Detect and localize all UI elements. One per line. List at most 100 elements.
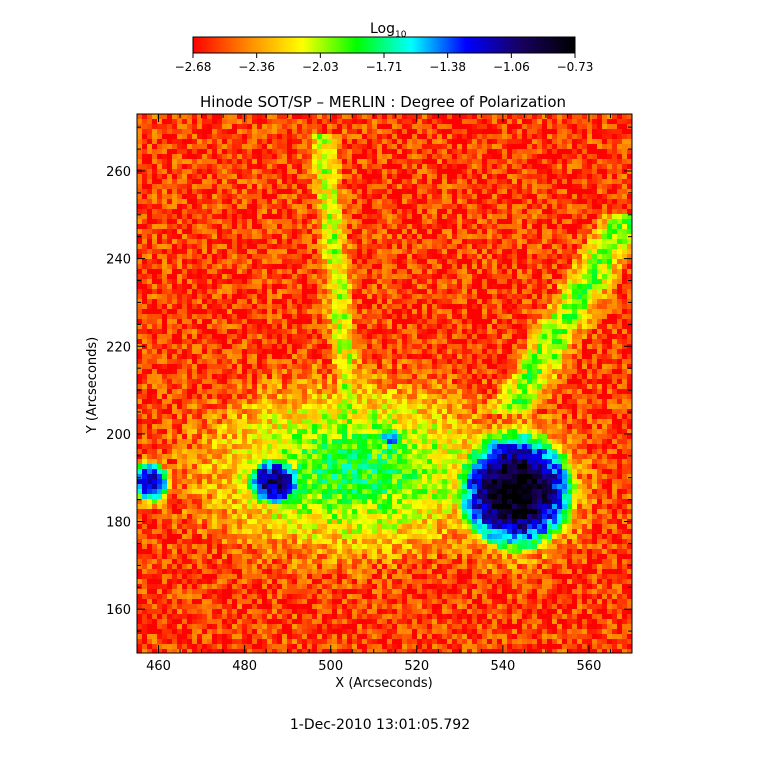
heatmap-cell [297, 209, 302, 214]
heatmap-cell [402, 139, 407, 144]
heatmap-cell [367, 354, 372, 359]
heatmap-cell [307, 199, 312, 204]
heatmap-cell [487, 264, 492, 269]
heatmap-cell [367, 284, 372, 289]
heatmap-cell [357, 349, 362, 354]
heatmap-cell [282, 159, 287, 164]
heatmap-cell [562, 229, 567, 234]
heatmap-cell [182, 184, 187, 189]
heatmap-cell [507, 114, 512, 119]
heatmap-cell [257, 204, 262, 209]
heatmap-cell [152, 119, 157, 124]
heatmap-cell [412, 139, 417, 144]
heatmap-cell [372, 124, 377, 129]
heatmap-cell [242, 254, 247, 259]
heatmap-cell [347, 179, 352, 184]
heatmap-cell [622, 334, 627, 339]
heatmap-cell [467, 214, 472, 219]
heatmap-cell [242, 359, 247, 364]
heatmap-cell [272, 359, 277, 364]
heatmap-cell [137, 219, 142, 224]
heatmap-cell [157, 189, 162, 194]
heatmap-cell [367, 149, 372, 154]
heatmap-cell [197, 279, 202, 284]
heatmap-cell [567, 239, 572, 244]
heatmap-cell [332, 329, 337, 334]
heatmap-cell [147, 184, 152, 189]
heatmap-cell [512, 189, 517, 194]
heatmap-cell [397, 194, 402, 199]
heatmap-cell [312, 184, 317, 189]
heatmap-cell [182, 239, 187, 244]
heatmap-cell [407, 284, 412, 289]
heatmap-cell [317, 289, 322, 294]
heatmap-cell [537, 354, 542, 359]
heatmap-cell [422, 124, 427, 129]
heatmap-cell [287, 259, 292, 264]
heatmap-cell [587, 289, 592, 294]
heatmap-cell [397, 279, 402, 284]
heatmap-cell [142, 299, 147, 304]
heatmap-cell [442, 189, 447, 194]
heatmap-cell [352, 124, 357, 129]
heatmap-cell [292, 269, 297, 274]
heatmap-cell [162, 334, 167, 339]
heatmap-cell [397, 274, 402, 279]
heatmap-cell [192, 219, 197, 224]
heatmap-cell [442, 179, 447, 184]
heatmap-cell [592, 119, 597, 124]
heatmap-cell [522, 254, 527, 259]
heatmap-cell [337, 214, 342, 219]
heatmap-cell [437, 299, 442, 304]
heatmap-cell [312, 314, 317, 319]
heatmap-cell [152, 124, 157, 129]
heatmap-cell [602, 304, 607, 309]
heatmap-cell [167, 304, 172, 309]
heatmap-cell [142, 174, 147, 179]
heatmap-cell [262, 149, 267, 154]
heatmap-cell [622, 339, 627, 344]
heatmap-cell [212, 304, 217, 309]
heatmap-cell [547, 309, 552, 314]
heatmap-cell [147, 274, 152, 279]
heatmap-cell [587, 279, 592, 284]
heatmap-cell [377, 114, 382, 119]
heatmap-cell [402, 314, 407, 319]
heatmap-cell [147, 204, 152, 209]
heatmap-cell [397, 349, 402, 354]
heatmap-cell [432, 234, 437, 239]
heatmap-cell [492, 234, 497, 239]
heatmap-cell [487, 329, 492, 334]
heatmap-cell [557, 179, 562, 184]
heatmap-cell [437, 244, 442, 249]
heatmap-cell [157, 214, 162, 219]
heatmap-cell [442, 324, 447, 329]
heatmap-cell [227, 119, 232, 124]
heatmap-cell [407, 234, 412, 239]
heatmap-cell [287, 174, 292, 179]
heatmap-cell [532, 234, 537, 239]
heatmap-cell [327, 194, 332, 199]
heatmap-cell [272, 199, 277, 204]
heatmap-cell [407, 249, 412, 254]
heatmap-cell [432, 169, 437, 174]
heatmap-cell [247, 114, 252, 119]
heatmap-cell [207, 274, 212, 279]
heatmap-cell [532, 189, 537, 194]
heatmap-cell [522, 194, 527, 199]
heatmap-cell [332, 219, 337, 224]
heatmap-cell [332, 274, 337, 279]
heatmap-cell [352, 214, 357, 219]
heatmap-cell [357, 259, 362, 264]
heatmap-cell [362, 179, 367, 184]
heatmap-cell [397, 319, 402, 324]
heatmap-cell [412, 159, 417, 164]
heatmap-cell [337, 294, 342, 299]
heatmap-cell [277, 244, 282, 249]
heatmap-cell [497, 164, 502, 169]
heatmap-cell [587, 174, 592, 179]
heatmap-cell [317, 309, 322, 314]
heatmap-cell [527, 289, 532, 294]
heatmap-cell [532, 174, 537, 179]
heatmap-cell [357, 269, 362, 274]
